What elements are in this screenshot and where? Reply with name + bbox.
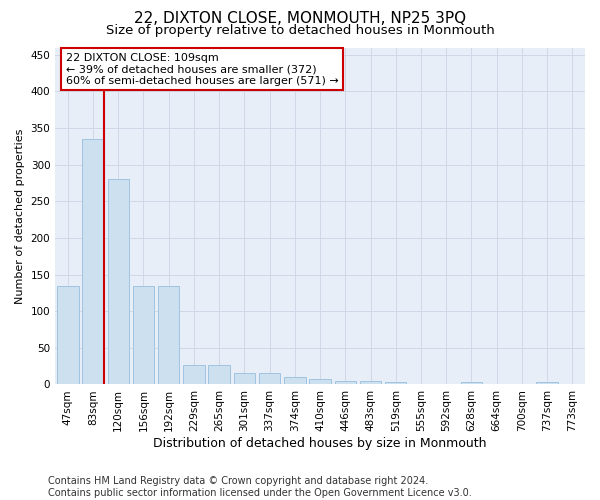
Bar <box>133 286 154 384</box>
Bar <box>82 139 104 384</box>
Text: 22 DIXTON CLOSE: 109sqm
← 39% of detached houses are smaller (372)
60% of semi-d: 22 DIXTON CLOSE: 109sqm ← 39% of detache… <box>66 52 338 86</box>
Bar <box>284 377 305 384</box>
Text: 22, DIXTON CLOSE, MONMOUTH, NP25 3PQ: 22, DIXTON CLOSE, MONMOUTH, NP25 3PQ <box>134 11 466 26</box>
Text: Size of property relative to detached houses in Monmouth: Size of property relative to detached ho… <box>106 24 494 37</box>
Text: Contains HM Land Registry data © Crown copyright and database right 2024.
Contai: Contains HM Land Registry data © Crown c… <box>48 476 472 498</box>
Bar <box>310 380 331 384</box>
Bar <box>461 382 482 384</box>
Bar <box>233 374 255 384</box>
Bar <box>259 374 280 384</box>
Bar <box>536 382 558 384</box>
X-axis label: Distribution of detached houses by size in Monmouth: Distribution of detached houses by size … <box>154 437 487 450</box>
Bar <box>208 366 230 384</box>
Bar <box>107 180 129 384</box>
Bar <box>158 286 179 384</box>
Y-axis label: Number of detached properties: Number of detached properties <box>15 128 25 304</box>
Bar <box>360 381 381 384</box>
Bar <box>183 366 205 384</box>
Bar <box>335 381 356 384</box>
Bar <box>385 382 406 384</box>
Bar <box>57 286 79 384</box>
